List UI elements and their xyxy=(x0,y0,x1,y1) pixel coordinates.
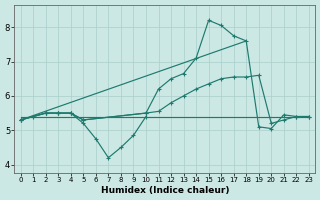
X-axis label: Humidex (Indice chaleur): Humidex (Indice chaleur) xyxy=(100,186,229,195)
